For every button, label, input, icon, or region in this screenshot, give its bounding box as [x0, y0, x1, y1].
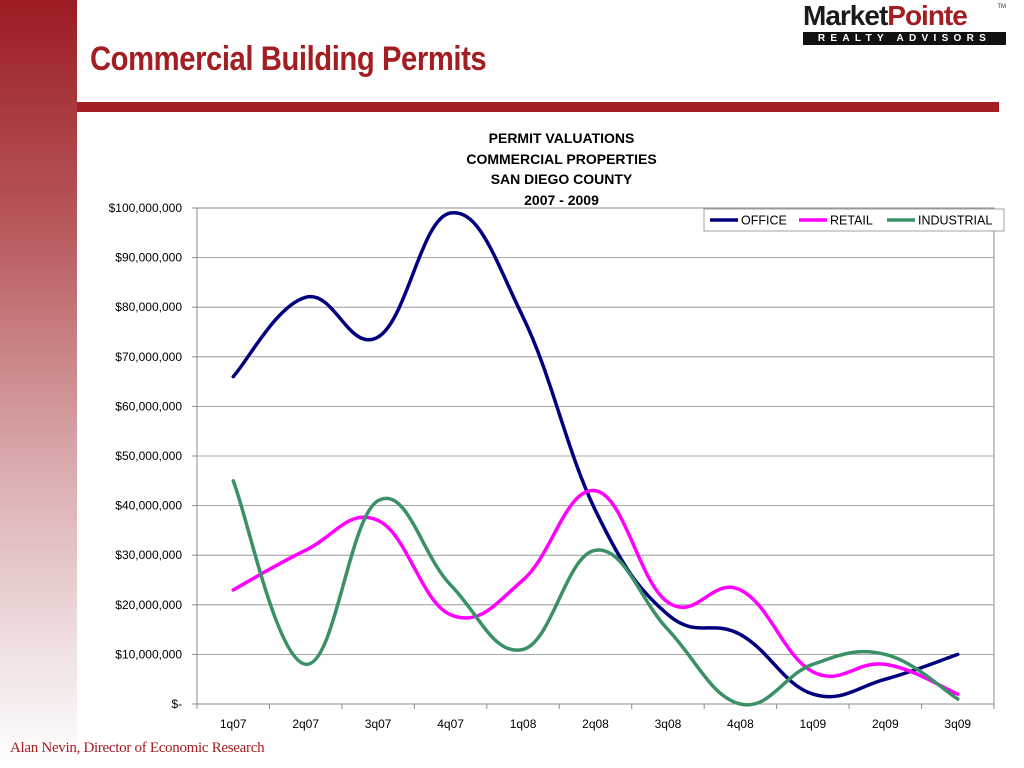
office-data-point	[956, 653, 959, 656]
x-tick-label: 2q08	[582, 717, 609, 731]
retail-data-point	[884, 663, 887, 666]
industrial-data-point	[884, 653, 887, 656]
logo-wordmark: MarketPointe	[803, 2, 1008, 30]
industrial-data-point	[232, 479, 235, 482]
office-data-point	[884, 678, 887, 681]
chart-title-line: COMMERCIAL PROPERTIES	[466, 150, 657, 167]
logo-word-market: Market	[803, 0, 888, 31]
chart-title: PERMIT VALUATIONS COMMERCIAL PROPERTIES …	[400, 128, 723, 210]
left-accent-bar	[0, 0, 77, 768]
x-tick-label: 4q08	[727, 717, 754, 731]
y-tick-label: $60,000,000	[115, 399, 182, 413]
logo-word-pointe: Pointe	[887, 0, 968, 31]
page-title: Commercial Building Permits	[90, 40, 487, 78]
x-tick-label: 2q07	[292, 717, 319, 731]
industrial-data-point	[666, 628, 670, 631]
marketpointe-logo: MarketPointe TM REALTY ADVISORS	[803, 2, 1008, 46]
x-tick-label: 3q07	[365, 717, 392, 731]
office-data-point	[594, 509, 597, 512]
industrial-data-point	[521, 648, 525, 651]
retail-data-point	[449, 613, 452, 616]
retail-data-point	[666, 601, 670, 604]
retail-data-point	[739, 588, 742, 592]
retail-data-point	[594, 489, 597, 492]
footer-credit: Alan Nevin, Director of Economic Researc…	[10, 740, 265, 756]
retail-data-point	[811, 670, 815, 673]
office-data-point	[449, 211, 452, 215]
x-tick-label: 1q09	[800, 717, 827, 731]
industrial-data-point	[956, 697, 959, 701]
retail-data-point	[956, 692, 959, 696]
office-data-point	[521, 315, 525, 319]
office-data-point	[811, 692, 815, 696]
y-tick-label: $70,000,000	[115, 350, 182, 364]
y-tick-label: $100,000,000	[109, 201, 183, 215]
office-data-point	[739, 633, 742, 636]
industrial-data-point	[449, 583, 452, 587]
y-tick-label: $30,000,000	[115, 548, 182, 562]
retail-legend-label: RETAIL	[830, 214, 873, 228]
legend-box	[703, 208, 1005, 232]
office-legend-label: OFFICE	[741, 214, 787, 228]
y-tick-label: $40,000,000	[115, 499, 182, 513]
industrial-legend-label: INDUSTRIAL	[918, 214, 992, 228]
industrial-data-point	[811, 663, 815, 666]
x-tick-label: 4q07	[437, 717, 464, 731]
x-tick-label: 1q07	[220, 717, 247, 731]
retail-data-point	[232, 588, 235, 592]
logo-trademark: TM	[997, 4, 1006, 10]
retail-data-point	[521, 578, 525, 582]
industrial-data-point	[594, 549, 597, 552]
chart-title-line: SAN DIEGO COUNTY	[490, 171, 633, 187]
office-data-point	[232, 375, 235, 378]
office-data-point	[376, 335, 380, 339]
retail-data-point	[376, 519, 380, 522]
y-tick-label: $50,000,000	[115, 449, 182, 463]
office-data-point	[666, 613, 670, 616]
y-tick-label: $20,000,000	[115, 598, 182, 612]
retail-data-point	[304, 549, 307, 552]
y-tick-label: $10,000,000	[115, 647, 182, 661]
industrial-data-point	[376, 499, 380, 502]
title-divider	[77, 102, 999, 112]
y-tick-label: $80,000,000	[115, 300, 182, 314]
x-tick-label: 3q08	[655, 717, 682, 731]
chart-title-line: 2007 - 2009	[524, 191, 599, 208]
x-tick-label: 3q09	[944, 717, 971, 731]
industrial-data-point	[304, 663, 307, 666]
office-data-point	[304, 296, 307, 299]
y-tick-label: $90,000,000	[115, 251, 182, 265]
x-tick-label: 2q09	[872, 717, 899, 731]
x-tick-label: 1q08	[510, 717, 537, 731]
logo-tagline: REALTY ADVISORS	[803, 32, 1006, 45]
chart-title-line: PERMIT VALUATIONS	[488, 130, 635, 146]
y-tick-label: $-	[171, 697, 182, 711]
industrial-data-point	[739, 702, 742, 706]
